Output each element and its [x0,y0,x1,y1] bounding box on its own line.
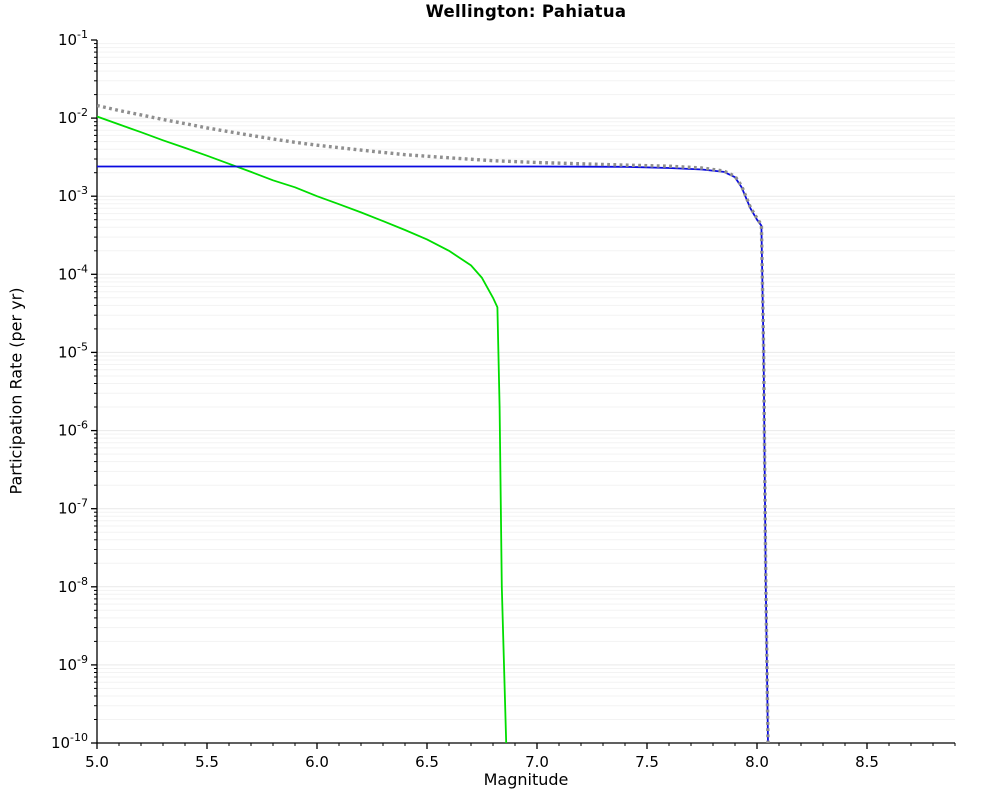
svg-text:8.0: 8.0 [745,753,769,771]
svg-text:8.5: 8.5 [855,753,879,771]
svg-text:10-9: 10-9 [58,653,88,674]
svg-text:10-4: 10-4 [58,262,88,283]
svg-text:5.0: 5.0 [85,753,109,771]
y-axis-label: Participation Rate (per yr) [6,287,26,495]
svg-text:10-3: 10-3 [58,184,88,205]
svg-text:10-5: 10-5 [58,340,88,361]
svg-text:10-7: 10-7 [58,497,88,518]
svg-text:7.5: 7.5 [635,753,659,771]
svg-text:6.0: 6.0 [305,753,329,771]
svg-text:10-6: 10-6 [58,419,88,440]
svg-text:10-10: 10-10 [51,731,88,752]
svg-text:7.0: 7.0 [525,753,549,771]
chart-title: Wellington: Pahiatua [425,2,627,21]
svg-text:10-8: 10-8 [58,575,88,596]
svg-text:5.5: 5.5 [195,753,219,771]
x-axis-label: Magnitude [483,770,569,789]
svg-text:10-1: 10-1 [58,28,88,49]
svg-text:10-2: 10-2 [58,106,88,127]
svg-text:6.5: 6.5 [415,753,439,771]
